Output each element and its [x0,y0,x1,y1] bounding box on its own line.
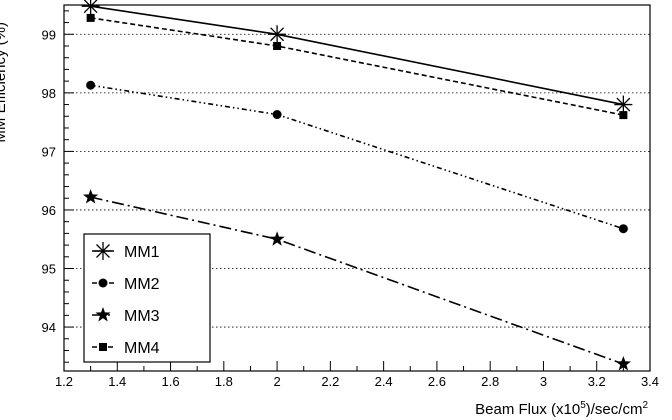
x-tick-label: 2.2 [321,374,339,389]
marker-circle [98,278,108,288]
y-axis: 94 95 96 97 98 99 [42,10,74,363]
marker-asterisk [268,25,287,44]
y-tick-label: 94 [42,320,56,335]
x-tick-label: 2 [273,374,280,389]
marker-asterisk [614,95,633,114]
x-tick-label: 1.4 [108,374,126,389]
legend-item-mm1: MM1 [92,242,160,261]
marker-circle [86,80,96,90]
marker-star [615,355,631,371]
marker-star [269,231,285,246]
x-axis-title-exp2: 2 [642,400,648,411]
legend-label: MM4 [124,340,160,357]
series-mm3 [83,189,631,371]
x-tick-label: 1.6 [162,374,180,389]
marker-circle [618,224,628,234]
legend-label: MM2 [124,276,160,293]
plot-series [81,0,633,371]
x-axis-title: Beam Flux (x105)/sec/cm2 [475,400,648,418]
series-mm4 [86,13,628,120]
y-tick-label: 99 [42,27,56,42]
marker-circle [272,110,282,120]
y-tick-label: 95 [42,262,56,277]
x-tick-label: 1.2 [55,374,73,389]
marker-star [95,307,111,322]
series-line [90,17,624,116]
series-line [90,5,624,106]
y-tick-label: 96 [42,203,56,218]
series-mm1 [81,0,633,114]
x-tick-label: 2.6 [428,374,446,389]
legend-item-mm3: MM3 [92,307,160,325]
marker-square [619,111,628,120]
marker-square [273,41,282,50]
marker-star [83,189,99,204]
x-tick-label: 2.4 [375,374,393,389]
x-tick-label: 3.2 [588,374,606,389]
x-axis-title-mid: )/sec/cm [586,401,643,418]
marker-asterisk-stroke [83,0,98,14]
series-mm2 [86,80,628,234]
legend-item-mm2: MM2 [92,276,160,293]
x-tick-label: 2.8 [481,374,499,389]
legend-item-mm4: MM4 [92,340,160,357]
x-tick-label: 1.8 [215,374,233,389]
marker-square [99,343,107,351]
legend-label: MM3 [124,308,160,325]
legend-box [83,233,211,363]
marker-asterisk-stroke [270,27,285,42]
x-axis-title-exp1: 5 [580,400,586,411]
marker-asterisk [94,242,112,260]
y-tick-label: 97 [42,144,56,159]
x-tick-label: 3 [540,374,547,389]
legend: MM1 MM2 MM3 MM4 [83,233,211,363]
marker-asterisk-stroke [616,97,631,112]
marker-asterisk [81,0,100,16]
x-axis-title-base: Beam Flux (x10 [475,401,580,418]
y-axis-title: MM Efficiency (%) [0,22,9,143]
y-tick-label: 98 [42,86,56,101]
grid [64,33,650,328]
series-line [90,84,624,230]
legend-label: MM1 [124,244,160,261]
x-tick-label: 3.4 [641,374,659,389]
marker-square [86,13,95,22]
x-axis: 1.2 1.4 1.6 1.8 2 2.2 2.4 2.6 2.8 3 3.2 3.4 [55,361,659,389]
marker-asterisk-stroke [96,244,110,258]
